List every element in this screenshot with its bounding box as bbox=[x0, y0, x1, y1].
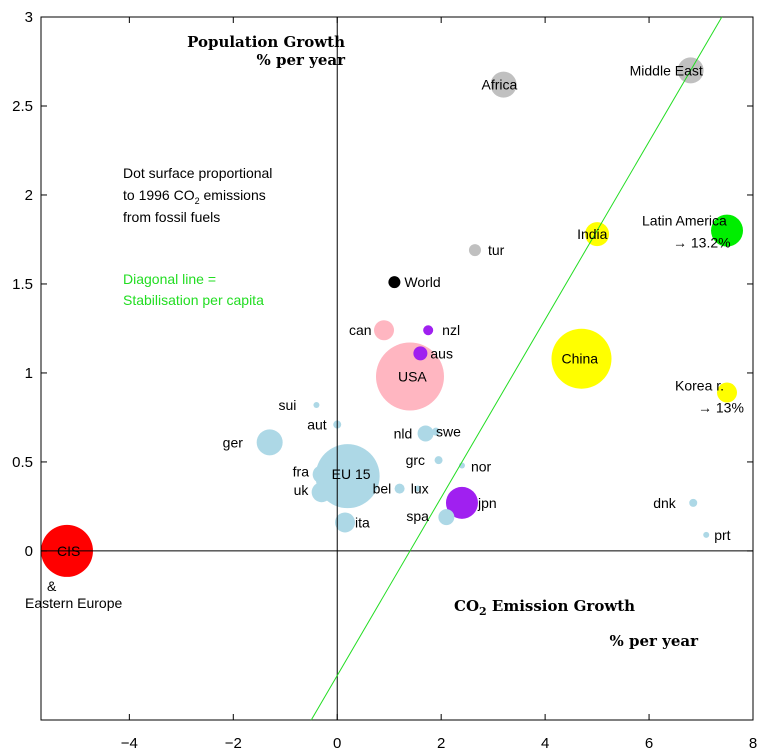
note-line2-sub: 2 bbox=[195, 196, 200, 206]
x-title-prefix: CO bbox=[454, 597, 479, 615]
label-china: China bbox=[561, 351, 598, 367]
label-nor: nor bbox=[471, 458, 492, 474]
label-jpn: jpn bbox=[477, 495, 497, 511]
label-korea-r-: Korea r. bbox=[675, 378, 724, 394]
y-tick-label: 2.5 bbox=[12, 98, 33, 115]
label-aus: aus bbox=[430, 345, 453, 361]
label-world: World bbox=[404, 274, 440, 290]
label-prt: prt bbox=[714, 527, 730, 543]
x-title-sub: 2 bbox=[479, 605, 487, 618]
label-grc: grc bbox=[406, 452, 425, 468]
bubble-tur bbox=[468, 244, 481, 257]
bubble-sui bbox=[313, 401, 320, 408]
x-title-rest: Emission Growth bbox=[487, 597, 636, 615]
y-tick-label: 1 bbox=[25, 365, 33, 382]
bubble-dnk bbox=[689, 498, 698, 507]
dot-size-note: Dot surface proportional to 1996 CO2 emi… bbox=[123, 165, 272, 225]
diagonal-note-line2: Stabilisation per capita bbox=[123, 292, 264, 308]
x-tick-label: −4 bbox=[121, 735, 138, 752]
note-line2: to 1996 CO2 emissions bbox=[123, 187, 266, 206]
y-tick-label: 0.5 bbox=[12, 454, 33, 471]
x-tick-label: 6 bbox=[645, 735, 653, 752]
label-nzl: nzl bbox=[442, 322, 460, 338]
stabilisation-diagonal-line bbox=[310, 16, 723, 721]
bubble-nzl bbox=[423, 325, 434, 336]
label-fra: fra bbox=[293, 463, 310, 479]
y-axis-title-line1: Population Growth bbox=[187, 33, 345, 51]
bubble-prt bbox=[703, 531, 710, 538]
label-aut: aut bbox=[307, 417, 327, 433]
bubble-china bbox=[551, 328, 612, 389]
note-line1: Dot surface proportional bbox=[123, 165, 272, 181]
label-sui: sui bbox=[278, 397, 296, 413]
y-axis-title: Population Growth % per year bbox=[187, 33, 346, 69]
bubble-uk bbox=[311, 482, 332, 503]
x-tick-label: 2 bbox=[437, 735, 445, 752]
bubble-ita bbox=[335, 512, 356, 533]
label-tur: tur bbox=[488, 242, 505, 258]
bubble-swe bbox=[431, 427, 440, 436]
label-africa: Africa bbox=[482, 77, 518, 93]
point-labels-layer: CIS &Eastern Europe Middle East Africa Latin… bbox=[25, 62, 744, 611]
label-bel: bel bbox=[373, 481, 392, 497]
label-ita: ita bbox=[355, 514, 370, 530]
label-eu-15: EU 15 bbox=[332, 466, 371, 482]
axis-ticks: −4 −2 0 2 4 6 8 0 0.5 1 1.5 2 2.5 3 bbox=[12, 9, 757, 752]
bubble-lux bbox=[414, 485, 421, 492]
bubble-world bbox=[388, 276, 401, 289]
diagonal-note-line1: Diagonal line = bbox=[123, 271, 216, 287]
label-swe: swe bbox=[436, 424, 461, 440]
bubble-korea-r- bbox=[717, 382, 738, 403]
y-tick-label: 3 bbox=[25, 9, 33, 26]
x-axis-title: CO2 Emission Growth % per year bbox=[454, 597, 699, 650]
note-line2-text: to 1996 CO bbox=[123, 187, 195, 203]
x-tick-label: 8 bbox=[749, 735, 757, 752]
label-latin-america: Latin America bbox=[642, 213, 727, 229]
y-axis-title-line2: % per year bbox=[256, 51, 346, 69]
bubble-latin-america bbox=[711, 214, 744, 247]
x-axis-title-line1: CO2 Emission Growth bbox=[454, 597, 635, 618]
bubble-ger bbox=[256, 429, 283, 456]
label-can: can bbox=[349, 322, 372, 338]
bubble-usa bbox=[375, 342, 444, 411]
y-tick-label: 0 bbox=[25, 543, 33, 560]
x-tick-label: 0 bbox=[333, 735, 341, 752]
bubble-fra bbox=[312, 465, 331, 484]
label-korea-r-: → 13% bbox=[698, 400, 744, 416]
label-dnk: dnk bbox=[653, 495, 677, 511]
label-usa: USA bbox=[398, 369, 427, 385]
x-axis-title-line2: % per year bbox=[609, 632, 699, 650]
bubbles-layer bbox=[40, 57, 744, 577]
bubble-africa bbox=[490, 71, 517, 98]
bubble-bel bbox=[394, 483, 405, 494]
bubble-can bbox=[374, 320, 395, 341]
label-cis: & bbox=[47, 578, 57, 594]
bubble-aus bbox=[413, 346, 428, 361]
label-cis: CIS bbox=[57, 543, 80, 559]
bubble-nld bbox=[417, 425, 434, 442]
x-tick-label: −2 bbox=[225, 735, 242, 752]
bubble-spa bbox=[438, 509, 455, 526]
note-line3: from fossil fuels bbox=[123, 209, 220, 225]
label-nld: nld bbox=[394, 425, 413, 441]
diagonal-note: Diagonal line = Stabilisation per capita bbox=[123, 271, 264, 308]
y-tick-label: 1.5 bbox=[12, 276, 33, 293]
plot-frame bbox=[40, 16, 754, 721]
bubble-grc bbox=[434, 456, 443, 465]
label-lux: lux bbox=[411, 481, 429, 497]
label-spa: spa bbox=[406, 508, 429, 524]
note-line2-after: emissions bbox=[200, 187, 266, 203]
label-middle-east: Middle East bbox=[630, 62, 703, 78]
label-latin-america: → 13.2% bbox=[673, 235, 731, 251]
bubble-jpn bbox=[445, 486, 478, 519]
x-tick-label: 4 bbox=[541, 735, 549, 752]
label-cis: Eastern Europe bbox=[25, 595, 122, 611]
label-ger: ger bbox=[223, 434, 244, 450]
y-tick-label: 2 bbox=[25, 187, 33, 204]
label-uk: uk bbox=[294, 482, 310, 498]
label-india: India bbox=[577, 226, 608, 242]
